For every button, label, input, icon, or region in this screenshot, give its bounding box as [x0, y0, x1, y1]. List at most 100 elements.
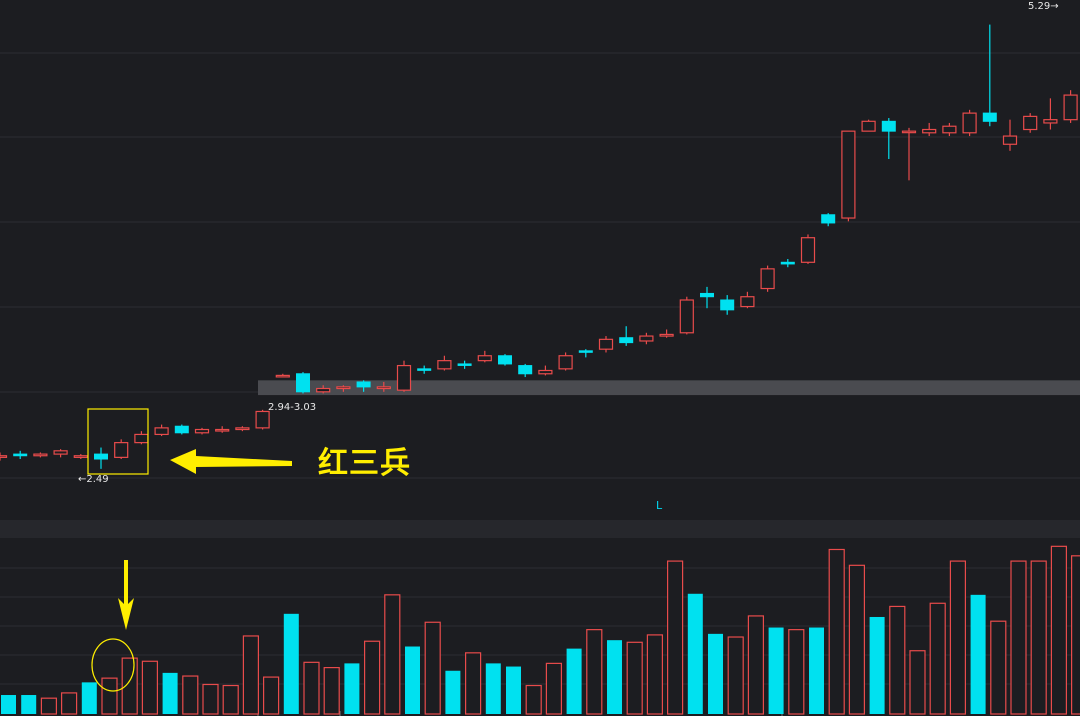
- volume-bar: [21, 695, 37, 714]
- volume-bar: [485, 663, 501, 714]
- candle-body: [73, 455, 88, 458]
- volume-bar: [81, 682, 97, 714]
- volume-bar: [1050, 545, 1068, 715]
- volume-bar: [929, 602, 946, 715]
- volume-bar: [889, 605, 906, 715]
- pattern-highlight-box: [87, 408, 149, 475]
- candle-body: [861, 120, 876, 132]
- candle-body: [235, 427, 250, 431]
- candle-body: [356, 381, 371, 388]
- candle-body: [558, 355, 573, 370]
- volume-bar: [1, 695, 16, 714]
- volume-bar: [283, 613, 299, 714]
- volume-bar: [424, 621, 441, 715]
- volume-bar: [848, 564, 866, 715]
- volume-bar: [263, 676, 280, 715]
- volume-bar: [949, 560, 967, 715]
- volume-bar: [202, 683, 219, 715]
- candle-body: [336, 386, 351, 390]
- volume-bar: [566, 648, 582, 714]
- volume-highlight-circle: [91, 638, 135, 692]
- candle-body: [0, 455, 8, 458]
- candle-body: [942, 125, 957, 134]
- candle-body: [316, 387, 331, 393]
- candle-body: [477, 355, 492, 362]
- candle-body: [821, 214, 836, 224]
- volume-bar: [708, 633, 723, 714]
- candle-body: [518, 365, 533, 375]
- candle-body: [1043, 119, 1058, 124]
- candle-body: [94, 453, 108, 460]
- candle-body: [457, 363, 472, 366]
- volume-bar: [242, 635, 259, 715]
- volume-bar: [303, 661, 320, 715]
- candle-body: [659, 333, 674, 337]
- volume-bar: [788, 629, 805, 715]
- candle-body: [982, 112, 997, 122]
- candle-body: [639, 335, 654, 342]
- candle-body: [396, 364, 412, 391]
- volume-bar: [1030, 560, 1047, 715]
- zone-label: 2.94-3.03: [268, 402, 317, 413]
- candle-body: [800, 237, 816, 263]
- volume-bar: [768, 627, 784, 714]
- annotation-label: 红三兵: [318, 446, 411, 481]
- candle-body: [13, 453, 28, 457]
- candle-body: [437, 360, 452, 370]
- volume-bar: [1010, 560, 1027, 715]
- candle-body: [841, 130, 856, 219]
- candle-body: [376, 386, 391, 390]
- volume-bar: [121, 657, 138, 715]
- volume-bar: [869, 616, 885, 714]
- candle-body: [498, 355, 512, 365]
- volume-bar: [40, 697, 58, 715]
- volume-bar: [970, 594, 986, 714]
- candle-body: [174, 425, 189, 434]
- pane-separator: [0, 520, 1080, 538]
- candle-body: [154, 427, 169, 436]
- candle-body: [922, 128, 937, 134]
- volume-bar: [405, 646, 420, 714]
- candle-body: [538, 369, 553, 375]
- volume-bar: [646, 634, 664, 715]
- volume-bar: [809, 627, 824, 714]
- volume-bar: [465, 652, 482, 715]
- candle-body: [740, 296, 755, 308]
- volume-bar: [506, 666, 521, 714]
- candle-body: [296, 373, 310, 393]
- volume-bar: [101, 677, 118, 715]
- candle-body: [780, 261, 795, 265]
- candle-body: [1063, 94, 1078, 121]
- volume-bar: [182, 675, 199, 715]
- candle-body: [720, 299, 735, 311]
- candle-body: [578, 350, 593, 353]
- volume-bar: [607, 640, 622, 714]
- candle-body: [1023, 115, 1038, 131]
- volume-bar: [727, 636, 744, 715]
- volume-bar: [990, 620, 1007, 715]
- period-marker: L: [656, 499, 663, 512]
- resistance-zone: [258, 380, 1080, 396]
- volume-bar: [60, 692, 78, 715]
- volume-bar: [666, 560, 684, 715]
- volume-bar: [626, 641, 643, 715]
- candle-body: [598, 338, 614, 350]
- candle-body: [1002, 135, 1018, 145]
- volume-bar: [222, 684, 239, 715]
- volume-bar: [323, 666, 340, 715]
- candle-body: [53, 450, 68, 455]
- candle-body: [619, 337, 634, 344]
- volume-bar: [525, 684, 542, 715]
- candle-body: [194, 428, 210, 434]
- candle-body: [134, 433, 149, 444]
- volume-bar: [828, 548, 845, 715]
- volume-bar: [364, 640, 381, 715]
- candle-body: [215, 428, 230, 432]
- candle-body: [760, 268, 775, 290]
- volume-bar: [162, 672, 178, 714]
- candle-body: [417, 368, 432, 371]
- volume-bar: [1070, 555, 1080, 715]
- volume-bar: [344, 663, 360, 714]
